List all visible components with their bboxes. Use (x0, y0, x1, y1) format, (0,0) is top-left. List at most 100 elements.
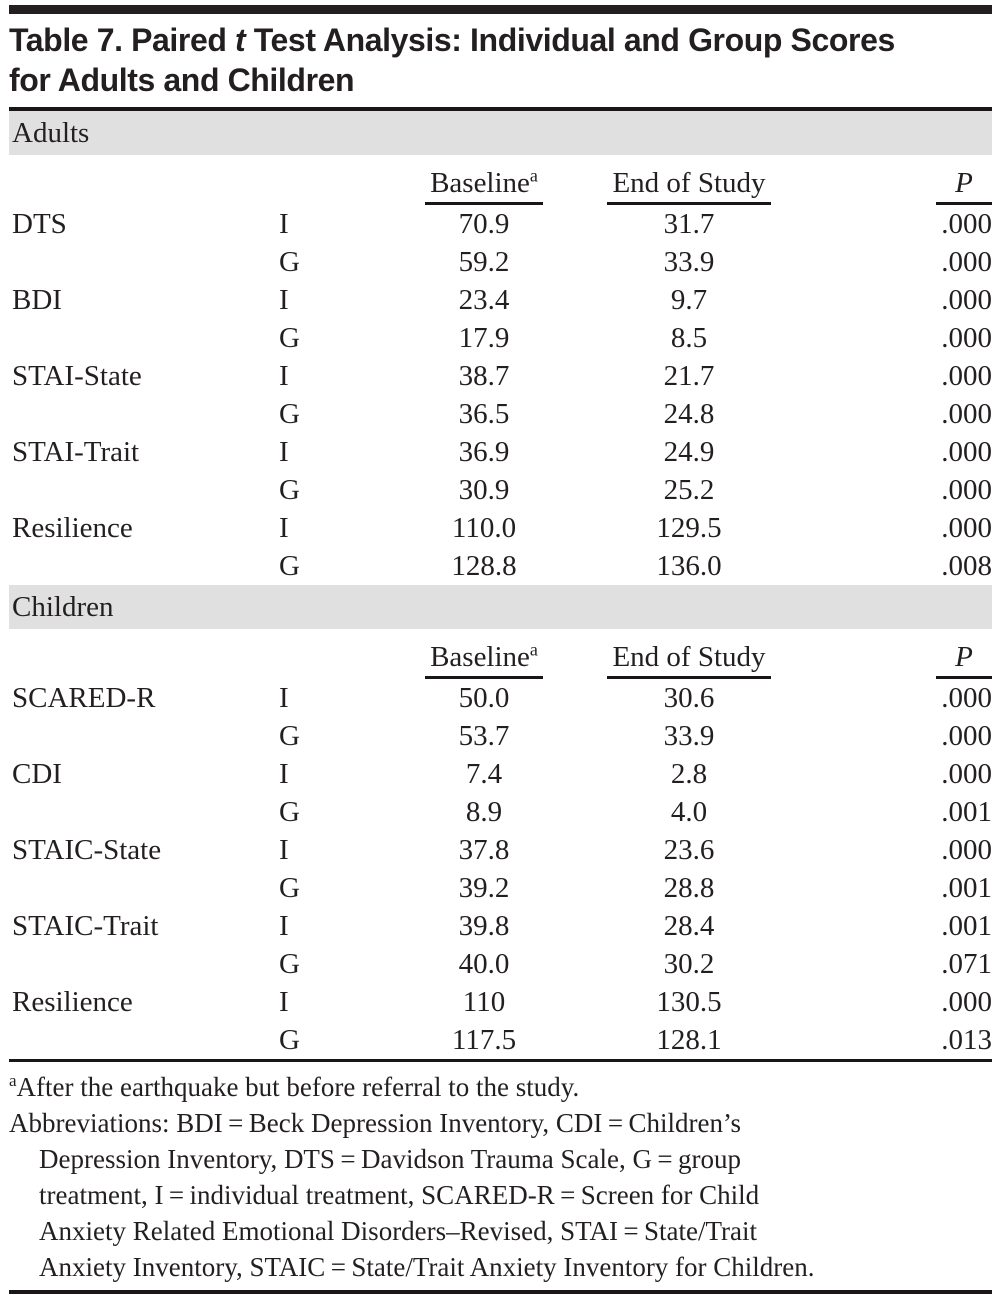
scale-cell (9, 1021, 279, 1059)
table-title-line1: Table 7. Paired t Test Analysis: Individ… (9, 20, 992, 60)
section-header-children: Children (9, 585, 992, 629)
p-cell: .071 (941, 948, 992, 980)
group-cell: G (279, 872, 300, 904)
baseline-cell: 23.4 (458, 284, 510, 316)
children-table-header: Baselinea End of Study P (9, 629, 992, 679)
end-of-study-column-header: End of Study (579, 155, 799, 205)
baseline-cell: 59.2 (458, 246, 510, 278)
table-row: G 8.9 4.0 .001 (9, 793, 992, 831)
p-cell: .000 (941, 246, 992, 278)
table-row: STAIC-State I 37.8 23.6 .000 (9, 831, 992, 869)
table-bottom-rule (9, 1059, 992, 1062)
baseline-column-header: Baselinea (389, 629, 579, 679)
end-of-study-label: End of Study (607, 167, 771, 205)
scale-cell: STAIC-Trait (12, 910, 159, 942)
scale-cell (9, 319, 279, 357)
children-table: Baselinea End of Study P SCARED-R I 50.0 30… (9, 629, 992, 1059)
title-text: Test Analysis: Individual and Group Scor… (245, 22, 896, 58)
end-cell: 30.2 (663, 948, 715, 980)
end-of-study-column-header: End of Study (579, 629, 799, 679)
p-cell: .000 (941, 322, 992, 354)
table-row: G 39.2 28.8 .001 (9, 869, 992, 907)
end-cell: 28.8 (663, 872, 715, 904)
scale-cell: Resilience (12, 986, 133, 1018)
table-row: Resilience I 110 130.5 .000 (9, 983, 992, 1021)
group-cell: G (279, 550, 300, 582)
scale-cell: CDI (12, 758, 62, 790)
p-label: P (936, 167, 992, 205)
baseline-cell: 117.5 (451, 1024, 517, 1056)
scale-cell (9, 717, 279, 755)
p-label: P (936, 641, 992, 679)
group-cell: G (279, 322, 300, 354)
group-cell: I (279, 512, 289, 544)
baseline-cell: 7.4 (465, 758, 503, 790)
p-cell: .000 (941, 512, 992, 544)
p-cell: .000 (941, 398, 992, 430)
table-row: G 40.0 30.2 .071 (9, 945, 992, 983)
p-cell: .013 (941, 1024, 992, 1056)
scale-cell: DTS (12, 208, 67, 240)
group-cell: I (279, 910, 289, 942)
group-cell: G (279, 720, 300, 752)
baseline-cell: 36.5 (458, 398, 510, 430)
end-cell: 31.7 (663, 208, 715, 240)
top-rule (9, 5, 992, 14)
group-cell: G (279, 796, 300, 828)
scale-column-header (9, 629, 279, 679)
table-row: BDI I 23.4 9.7 .000 (9, 281, 992, 319)
end-cell: 24.8 (663, 398, 715, 430)
p-cell: .000 (941, 986, 992, 1018)
p-cell: .001 (941, 910, 992, 942)
scale-cell (9, 945, 279, 983)
scale-cell: Resilience (12, 512, 133, 544)
baseline-cell: 39.8 (458, 910, 510, 942)
table-row: G 59.2 33.9 .000 (9, 243, 992, 281)
group-cell: I (279, 436, 289, 468)
scale-cell (9, 243, 279, 281)
end-cell: 33.9 (663, 246, 715, 278)
table-row: G 117.5 128.1 .013 (9, 1021, 992, 1059)
end-cell: 4.0 (670, 796, 708, 828)
end-cell: 9.7 (670, 284, 708, 316)
end-cell: 2.8 (670, 758, 708, 790)
end-cell: 30.6 (663, 682, 715, 714)
p-cell: .000 (941, 682, 992, 714)
scale-cell: STAI-Trait (12, 436, 140, 468)
baseline-cell: 53.7 (458, 720, 510, 752)
p-column-header: P (799, 629, 992, 679)
baseline-cell: 39.2 (458, 872, 510, 904)
baseline-cell: 30.9 (458, 474, 510, 506)
p-cell: .008 (941, 550, 992, 582)
table-title: Table 7. Paired t Test Analysis: Individ… (9, 20, 992, 100)
end-of-study-label: End of Study (607, 641, 771, 679)
baseline-cell: 37.8 (458, 834, 510, 866)
scale-cell (9, 869, 279, 907)
table-row: DTS I 70.9 31.7 .000 (9, 205, 992, 243)
baseline-cell: 70.9 (458, 208, 510, 240)
baseline-footnote-marker: a (529, 639, 538, 660)
table-row: STAI-State I 38.7 21.7 .000 (9, 357, 992, 395)
table-row: STAIC-Trait I 39.8 28.4 .001 (9, 907, 992, 945)
scale-cell: STAI-State (12, 360, 142, 392)
group-cell: I (279, 834, 289, 866)
group-cell: I (279, 360, 289, 392)
p-cell: .000 (941, 436, 992, 468)
scale-cell: BDI (12, 284, 62, 316)
table-row: Resilience I 110.0 129.5 .000 (9, 509, 992, 547)
title-italic-t: t (235, 22, 246, 58)
baseline-cell: 38.7 (458, 360, 510, 392)
group-cell: I (279, 208, 289, 240)
baseline-cell: 36.9 (458, 436, 510, 468)
header-row: Baselinea End of Study P (9, 155, 992, 205)
table-row: SCARED-R I 50.0 30.6 .000 (9, 679, 992, 717)
group-cell: I (279, 284, 289, 316)
section-header-adults: Adults (9, 111, 992, 155)
scale-column-header (9, 155, 279, 205)
scale-cell: STAIC-State (12, 834, 162, 866)
group-cell: G (279, 246, 300, 278)
baseline-cell: 8.9 (465, 796, 503, 828)
p-cell: .000 (941, 360, 992, 392)
end-cell: 25.2 (663, 474, 715, 506)
abbreviations-line: treatment, I = individual treatment, SCA… (39, 1180, 760, 1210)
